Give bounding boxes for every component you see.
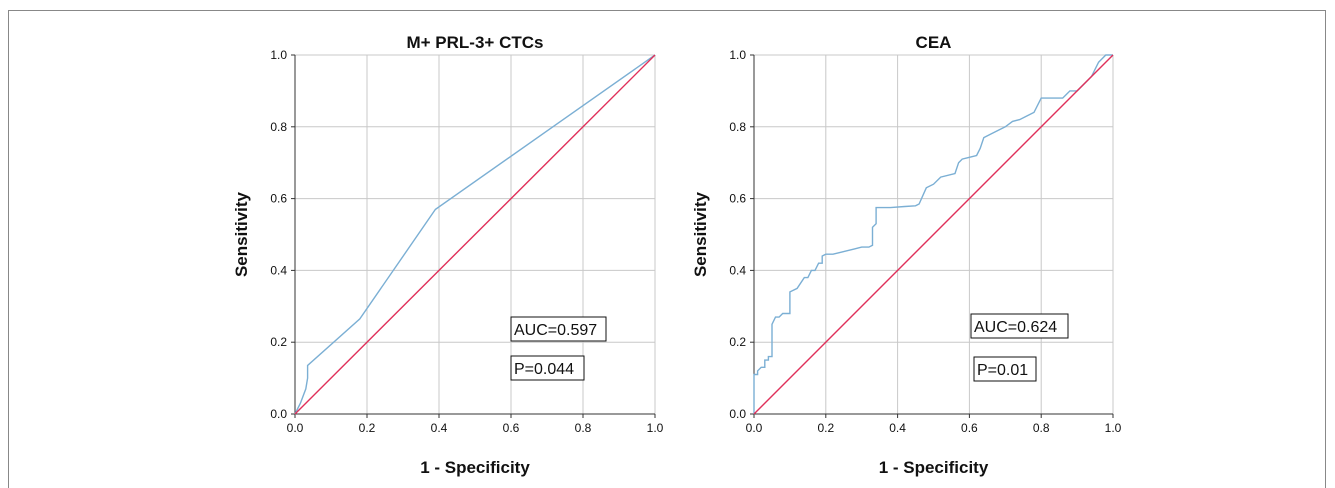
x-tick-label: 1.0 — [1105, 421, 1122, 435]
annotation-box — [510, 355, 585, 381]
y-tick-label: 1.0 — [729, 48, 746, 62]
annotation-box — [970, 313, 1069, 339]
roc-curve — [294, 54, 656, 415]
y-tick-label: 0.6 — [729, 192, 746, 206]
p-value-annotation: P=0.01 — [977, 362, 1028, 379]
x-tick-label: 0.2 — [817, 421, 834, 435]
y-tick-label: 0.2 — [270, 335, 287, 349]
y-tick-label: 0.4 — [729, 263, 746, 277]
x-tick-label: 0.4 — [431, 421, 448, 435]
reference-line — [294, 54, 656, 415]
x-tick-label: 0.6 — [961, 421, 978, 435]
x-tick-label: 0.6 — [503, 421, 520, 435]
x-tick-label: 0.0 — [287, 421, 304, 435]
x-tick-label: 0.0 — [746, 421, 763, 435]
y-tick-label: 1.0 — [270, 48, 287, 62]
auc-annotation: AUC=0.624 — [974, 319, 1057, 336]
y-tick-label: 0.0 — [270, 407, 287, 421]
x-tick-label: 0.8 — [1033, 421, 1050, 435]
y-tick-label: 0.0 — [729, 407, 746, 421]
x-tick-label: 1.0 — [647, 421, 664, 435]
y-axis-label: Sensitivity — [232, 191, 251, 277]
y-axis-label: Sensitivity — [691, 191, 710, 277]
roc-curve — [753, 54, 1113, 414]
auc-annotation: AUC=0.597 — [514, 322, 597, 339]
y-tick-label: 0.4 — [270, 263, 287, 277]
x-tick-label: 0.8 — [575, 421, 592, 435]
x-axis-label: 1 - Specificity — [879, 458, 989, 477]
p-value-annotation: P=0.044 — [514, 361, 574, 378]
reference-line — [753, 54, 1114, 415]
x-tick-label: 0.4 — [889, 421, 906, 435]
annotation-box — [973, 356, 1037, 382]
x-axis-label: 1 - Specificity — [420, 458, 530, 477]
y-tick-label: 0.8 — [270, 120, 287, 134]
figure-frame — [8, 10, 1326, 488]
chart-title: CEA — [916, 33, 952, 52]
y-tick-label: 0.6 — [270, 192, 287, 206]
roc-panel-1: 0.0 0.2 0.4 0.6 0.8 1.0 0.0 0.2 0.4 0.6 0.8 1.0 M+ P… — [232, 33, 664, 477]
x-tick-label: 0.2 — [359, 421, 376, 435]
annotation-box — [510, 316, 607, 342]
chart-title: M+ PRL-3+ CTCs — [407, 33, 544, 52]
y-tick-label: 0.2 — [729, 335, 746, 349]
roc-panel-2: 0.0 0.2 0.4 0.6 0.8 1.0 0.0 0.2 0.4 0.6 0.8 1.0 CEA 1… — [691, 33, 1122, 477]
y-tick-label: 0.8 — [729, 120, 746, 134]
